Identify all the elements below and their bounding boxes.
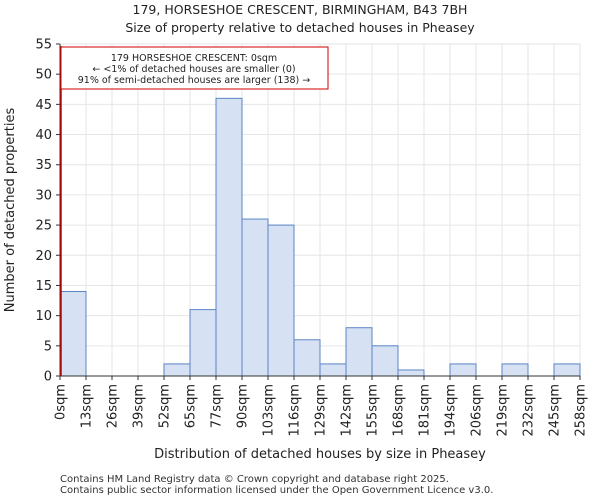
x-tick-label: 181sqm (418, 384, 433, 437)
x-tick-label: 155sqm (366, 384, 381, 437)
x-tick-label: 77sqm (210, 384, 225, 428)
annotation-border (60, 46, 329, 90)
x-tick-label: 103sqm (262, 384, 277, 437)
bars (59, 97, 581, 377)
footer-licence: Contains public sector information licen… (60, 485, 494, 496)
x-tick-label: 194sqm (444, 384, 459, 437)
y-tick-label: 35 (35, 158, 52, 173)
bar-155sqm (371, 345, 399, 377)
annotation-line-3: 91% of semi-detached houses are larger (… (78, 75, 311, 86)
bar-103sqm (267, 224, 295, 377)
y-tick-label: 20 (35, 249, 52, 264)
x-tick-label: 65sqm (184, 384, 199, 428)
bar-245sqm (553, 363, 581, 377)
y-tick-label: 15 (35, 279, 52, 294)
histogram-chart: 0 5 10 15 20 25 30 35 40 45 50 55 0sqm 13sqm 26sqm 39s… (3, 38, 589, 463)
y-tick-label: 5 (44, 339, 52, 354)
y-axis: 0 5 10 15 20 25 30 35 40 45 50 55 (35, 38, 61, 385)
chart-title-address: 179, HORSESHOE CRESCENT, BIRMINGHAM, B43… (132, 2, 468, 17)
x-tick-label: 219sqm (496, 384, 511, 437)
x-tick-label: 168sqm (392, 384, 407, 437)
y-tick-label: 40 (35, 128, 52, 143)
y-axis-label: Number of detached properties (3, 108, 18, 313)
y-tick-label: 50 (35, 68, 52, 83)
x-tick-label: 52sqm (158, 384, 173, 428)
bar-194sqm (449, 363, 477, 377)
annotation-line-2: ← <1% of detached houses are smaller (0) (92, 64, 295, 75)
x-tick-label: 13sqm (80, 384, 95, 428)
y-tick-label: 30 (35, 188, 52, 203)
x-tick-label: 0sqm (54, 384, 69, 420)
y-tick-label: 25 (35, 219, 52, 234)
x-tick-label: 245sqm (548, 384, 563, 437)
gridlines (59, 43, 581, 377)
y-tick-label: 55 (35, 38, 52, 53)
footer-land-registry: Contains HM Land Registry data © Crown c… (60, 474, 449, 485)
bar-142sqm (345, 327, 373, 377)
x-tick-label: 232sqm (522, 384, 537, 437)
bar-116sqm (293, 339, 321, 377)
x-tick-label: 142sqm (340, 384, 355, 437)
y-tick-label: 45 (35, 98, 52, 113)
bar-77sqm (215, 97, 243, 377)
x-tick-label: 206sqm (470, 384, 485, 437)
x-axis: 0sqm 13sqm 26sqm 39sqm 52sqm 65sqm 77sqm 90sqm 1… (54, 375, 589, 437)
y-tick-label: 0 (44, 370, 52, 385)
y-tick-label: 10 (35, 309, 52, 324)
x-tick-label: 26sqm (106, 384, 121, 428)
bar-0sqm (59, 290, 87, 377)
annotation-box: 179 HORSESHOE CRESCENT: 0sqm ← <1% of de… (60, 46, 329, 90)
x-axis-label: Distribution of detached houses by size … (154, 447, 486, 462)
annotation-line-1: 179 HORSESHOE CRESCENT: 0sqm (111, 53, 277, 64)
bar-129sqm (319, 363, 347, 377)
bar-219sqm (501, 363, 529, 377)
x-tick-label: 129sqm (314, 384, 329, 437)
x-tick-label: 258sqm (574, 384, 589, 437)
bar-52sqm (163, 363, 191, 377)
bar-90sqm (241, 218, 269, 377)
chart-subtitle: Size of property relative to detached ho… (125, 20, 475, 35)
x-tick-label: 39sqm (132, 384, 147, 428)
x-tick-label: 116sqm (288, 384, 303, 437)
bar-65sqm (189, 309, 217, 377)
bar-168sqm (397, 369, 425, 377)
x-tick-label: 90sqm (236, 384, 251, 428)
